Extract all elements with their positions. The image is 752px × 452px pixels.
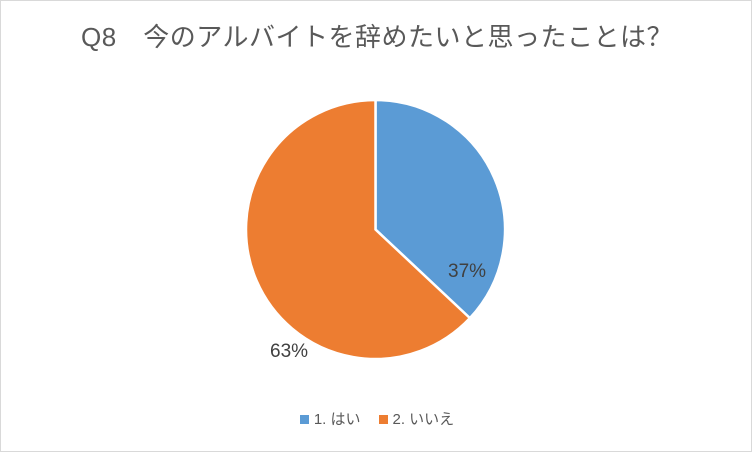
legend-swatch-icon-iie [378,415,388,424]
chart-legend: 1. はい 2. いいえ [1,411,751,428]
pie-graphic [244,98,507,361]
legend-item-iie[interactable]: 2. いいえ [378,411,455,428]
pie-slice-label-hai: 37% [448,261,487,282]
pie-slice-hai[interactable] [374,98,507,320]
legend-label-hai: 1. はい [313,411,361,428]
pie-slice-iie[interactable] [244,98,472,361]
legend-label-iie: 2. いいえ [392,411,455,428]
chart-title: Q8 今のアルバイトを辞めたいと思ったことは？ [81,22,673,52]
pie-slice-label-iie: 63% [270,341,309,362]
legend-swatch-icon-hai [299,415,309,424]
pie-svg [244,98,507,361]
legend-item-hai[interactable]: 1. はい [299,411,361,428]
plot-area: 37% 63% [1,81,751,381]
